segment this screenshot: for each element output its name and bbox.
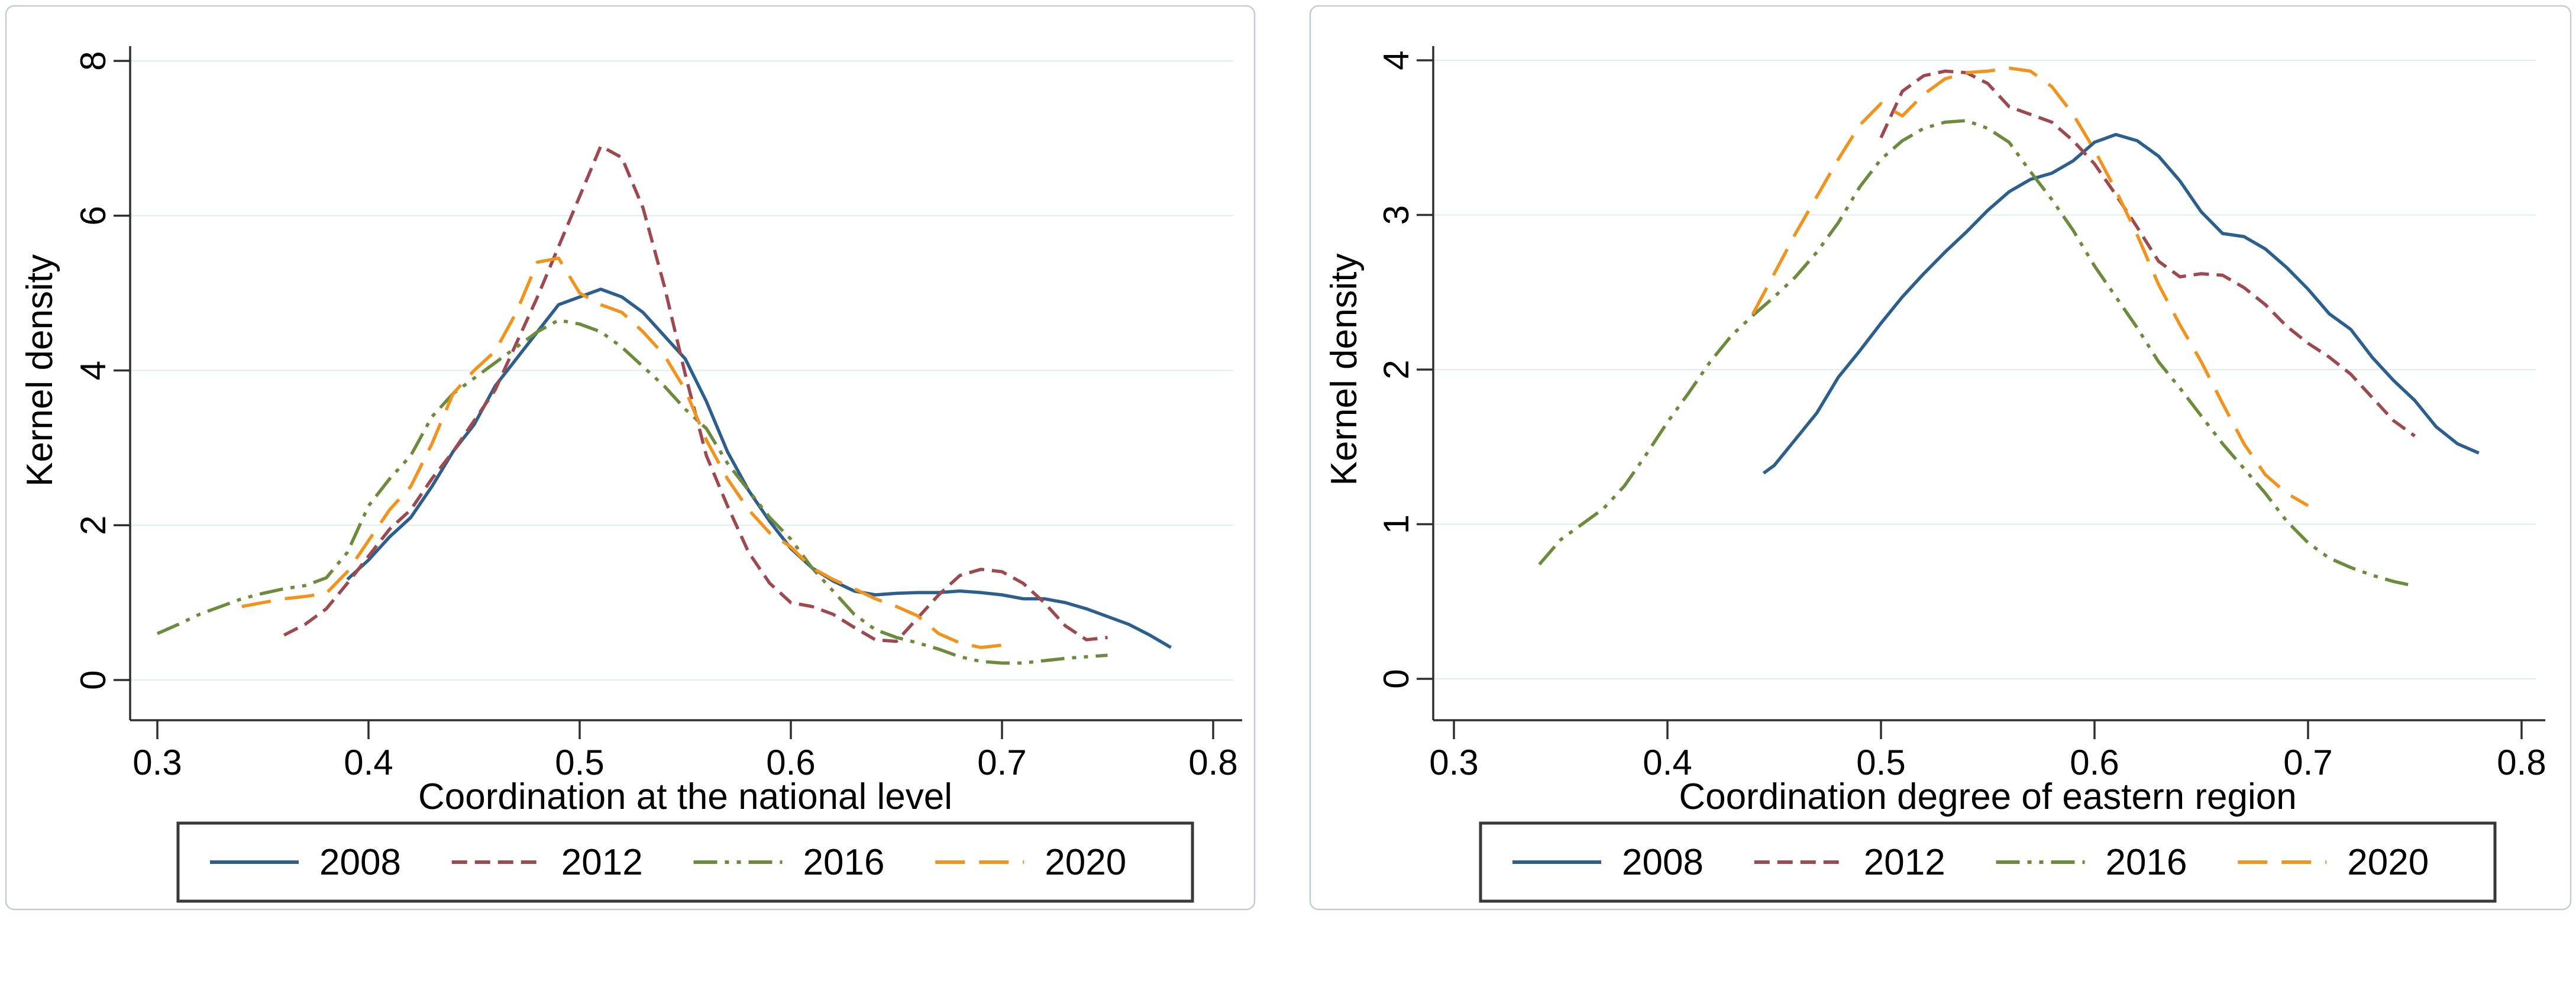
legend-label-2016: 2016 <box>803 842 885 883</box>
y-tick-label: 8 <box>73 51 113 70</box>
legend-label-2020: 2020 <box>1045 842 1126 883</box>
x-tick-label: 0.4 <box>344 743 393 782</box>
legend-label-2016: 2016 <box>2106 842 2187 883</box>
y-tick-label: 0 <box>73 670 113 689</box>
legend-label-2020: 2020 <box>2347 842 2429 883</box>
series-line-2020 <box>241 256 1003 649</box>
series-line-2016 <box>156 318 1108 665</box>
y-tick-label: 6 <box>73 206 113 225</box>
x-tick-label: 0.3 <box>132 743 182 782</box>
legend-label-2012: 2012 <box>561 842 643 883</box>
chart-frame <box>1309 5 2572 911</box>
x-axis-title: Coordination at the national level <box>418 776 952 817</box>
legend-label-2012: 2012 <box>1864 842 1945 883</box>
y-tick-label: 4 <box>1376 50 1416 70</box>
legend-label-2008: 2008 <box>319 842 401 883</box>
x-tick-label: 0.5 <box>1856 743 1905 782</box>
x-tick-label: 0.5 <box>555 743 604 782</box>
x-tick-label: 0.3 <box>1429 743 1478 782</box>
x-axis-title: Coordination degree of eastern region <box>1679 776 2296 817</box>
x-tick-label: 0.7 <box>977 743 1026 782</box>
series-line-2020 <box>1751 66 2309 507</box>
x-tick-label: 0.8 <box>1188 743 1237 782</box>
y-tick-label: 4 <box>73 361 113 380</box>
x-tick-label: 0.8 <box>2497 743 2546 782</box>
y-tick-label: 2 <box>1376 360 1416 379</box>
legend-label-2008: 2008 <box>1622 842 1704 883</box>
y-tick-label: 1 <box>1376 514 1416 534</box>
series-line-2012 <box>1879 69 2416 438</box>
kernel-density-chart-national: 0 2 4 6 8 0.3 0.4 0.5 0.6 0.7 0.8 Kernel density Coo… <box>5 5 1256 911</box>
x-tick-label: 0.6 <box>766 743 815 782</box>
y-tick-label: 3 <box>1376 205 1416 225</box>
x-tick-label: 0.6 <box>2070 743 2119 782</box>
y-tick-label: 0 <box>1376 669 1416 688</box>
chart-frame <box>5 5 1256 911</box>
series-line-2008 <box>1762 132 2480 475</box>
y-axis-title: Kernel density <box>1324 254 1365 486</box>
x-tick-label: 0.4 <box>1643 743 1692 782</box>
y-tick-label: 2 <box>73 516 113 535</box>
x-tick-label: 0.7 <box>2283 743 2332 782</box>
kernel-density-chart-eastern-region: 0 1 2 3 4 0.3 0.4 0.5 0.6 0.7 0.8 Kernel density Coo… <box>1309 5 2572 911</box>
y-axis-title: Kernel density <box>20 254 60 487</box>
series-line-2016 <box>1538 119 2416 588</box>
